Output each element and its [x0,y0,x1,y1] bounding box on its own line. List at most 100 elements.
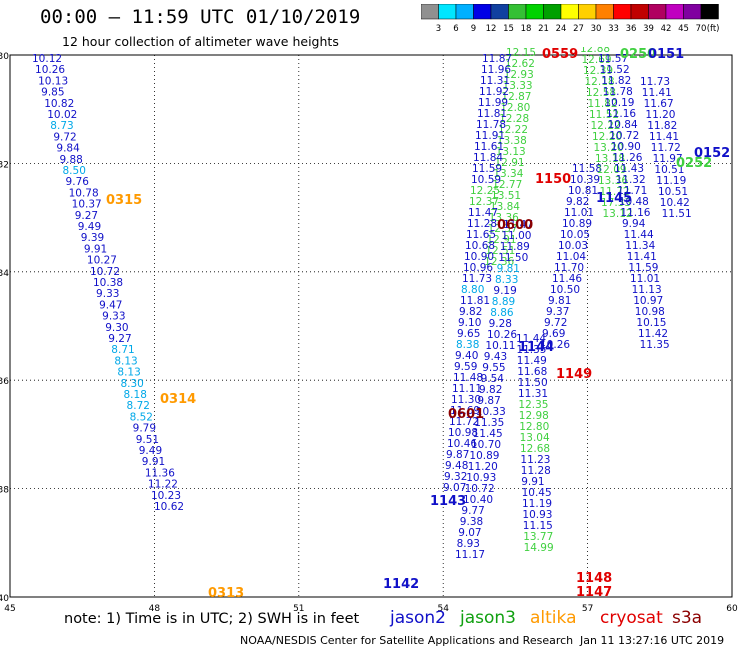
footer-timestamp: Jan 11 13:27:16 UTC 2019 [580,634,725,647]
wave-height-value: 12.37 [488,223,518,235]
wave-height-value: 10.59 [471,174,501,186]
x-tick-label: 45 [4,604,15,614]
wave-height-value: 11.82 [588,98,618,110]
colorbar-tick-label: 18 [521,24,532,34]
wave-height-value: 9.38 [460,516,483,528]
wave-height-value: 8.33 [495,274,518,286]
colorbar-tick-label: 15 [503,24,514,34]
wave-height-value: 11.20 [468,461,498,473]
wave-height-value: 9.27 [75,210,98,222]
wave-height-value: 8.50 [63,165,86,177]
wave-height-value: 9.43 [484,351,507,363]
wave-height-value: 11.49 [517,355,547,367]
wave-height-value: 11.67 [644,98,674,110]
wave-height-value: 9.72 [53,131,76,143]
wave-height-value: 11.52 [589,109,619,121]
wave-height-value: 10.15 [636,317,666,329]
wave-height-value: 11.01 [630,273,660,285]
wave-height-value: 12.22 [498,124,528,136]
wave-height-value: 12.77 [492,179,522,191]
wave-height-value: 11.35 [640,339,670,351]
pass-time-label: 0151 [648,47,684,62]
wave-height-value: 13.36 [489,212,519,224]
wave-height-value: 12.35 [518,399,548,411]
wave-height-value: 14.99 [524,542,554,554]
wave-height-value: 12.15 [506,47,536,59]
chart-subtitle: 12 hour collection of altimeter wave hei… [62,34,339,49]
wave-height-value: 11.42 [638,328,668,340]
wave-height-value: 9.87 [446,449,469,461]
wave-height-value: 9.49 [78,221,101,233]
wave-height-value: 11.59 [628,262,658,274]
colorbar-tick-label: 30 [591,24,602,34]
wave-height-value: 8.93 [457,538,480,550]
wave-height-value: 10.93 [522,509,552,521]
wave-height-value: 9.82 [479,384,502,396]
wave-height-value: 11.41 [649,131,679,143]
wave-height-value: 11.00 [501,230,531,242]
wave-height-value: 11.47 [503,219,533,231]
footer-note: note: 1) Time is in UTC; 2) SWH is in fe… [64,611,360,627]
wave-height-value: 10.39 [570,174,600,186]
wave-height-value: 11.59 [472,163,502,175]
wave-height-value: 11.48 [453,372,483,384]
legend-s3a: s3a [672,608,703,628]
wave-height-value: 9.77 [461,505,484,517]
wave-height-value: 12.20 [592,131,622,143]
wave-height-value: 10.72 [609,130,639,142]
map-frame [9,54,733,598]
colorbar-tick-label: 42 [661,24,672,34]
wave-height-value: 9.39 [81,232,104,244]
wave-height-value: 8.71 [111,344,134,356]
wave-height-value: 11.72 [449,416,479,428]
wave-height-value: 11.52 [600,64,630,76]
wave-height-value: 11.71 [617,185,647,197]
wave-height-value: 11.84 [473,152,503,164]
wave-height-value: 12.22 [591,120,621,132]
wave-height-value: 10.50 [550,284,580,296]
wave-height-value: 10.19 [604,97,634,109]
wave-height-value: 10.13 [38,75,68,87]
wave-height-value: 11.65 [466,229,496,241]
wave-height-value: 11.17 [455,549,485,561]
wave-height-value: 9.59 [454,361,477,373]
wave-height-value: 10.90 [611,141,641,153]
wave-height-value: 11.73 [640,76,670,88]
pass-time-label: 0252 [676,156,712,171]
y-tick-label: -30 [0,52,9,62]
wave-height-value: 12.18 [585,76,615,88]
wave-height-value: 13.20 [594,142,624,154]
wave-height-value: 9.55 [482,362,505,374]
legend-jason3: jason3 [460,608,516,628]
wave-height-value: 9.82 [566,196,589,208]
wave-height-value: 13.34 [493,168,523,180]
pass-time-label: 0152 [694,146,730,161]
wave-height-value: 9.91 [521,476,544,488]
wave-height-value: 11.61 [474,141,504,153]
wave-height-value: 12.93 [504,69,534,81]
wave-height-value: 9.48 [445,460,468,472]
legend-altika: altika [530,608,577,628]
chart-title: 00:00 – 11:59 UTC 01/10/2019 [40,6,361,28]
wave-height-value: 11.82 [647,120,677,132]
pass-time-label: 1144 [518,340,554,355]
y-tick-label: -34 [0,269,9,279]
wave-height-value: 11.72 [651,142,681,154]
wave-height-value: 11.28 [467,218,497,230]
wave-height-value: 8.38 [456,339,479,351]
wave-height-value: 11.89 [500,241,530,253]
wave-height-value: 10.93 [466,472,496,484]
wave-height-value: 10.82 [44,98,74,110]
wave-height-value: 11.78 [603,86,633,98]
wave-height-value: 11.92 [479,86,509,98]
wave-height-value: 11.28 [521,465,551,477]
x-tick-label: 48 [149,604,161,614]
wave-height-value: 9.87 [477,395,500,407]
wave-height-value: 9.10 [458,317,481,329]
wave-height-value: 12.68 [520,443,550,455]
wave-height-value: 11.11 [452,383,482,395]
wave-height-value: 11.31 [480,75,510,87]
wave-height-value: 10.98 [635,306,665,318]
wave-height-value: 10.33 [476,406,506,418]
pass-time-label: 0313 [208,586,244,601]
